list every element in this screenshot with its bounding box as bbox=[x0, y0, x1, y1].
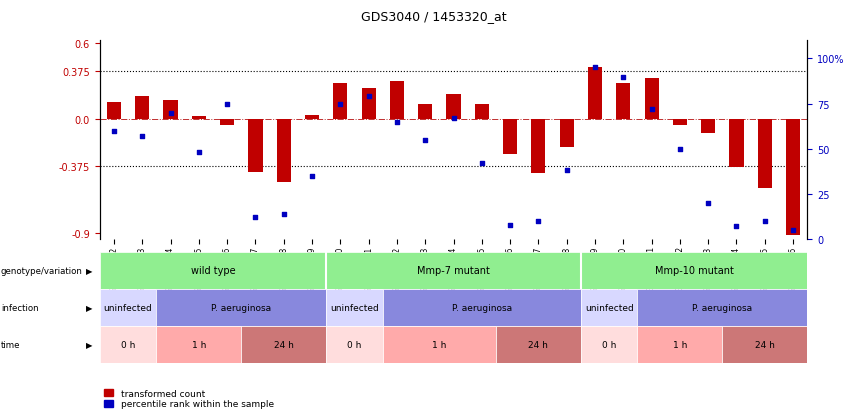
Bar bbox=[701, 120, 715, 133]
Point bbox=[418, 137, 432, 144]
FancyBboxPatch shape bbox=[581, 252, 807, 289]
Text: ▶: ▶ bbox=[86, 340, 93, 349]
FancyBboxPatch shape bbox=[383, 326, 496, 363]
FancyBboxPatch shape bbox=[326, 252, 581, 289]
FancyBboxPatch shape bbox=[100, 252, 326, 289]
Bar bbox=[673, 120, 687, 126]
Point bbox=[673, 146, 687, 153]
Text: GDS3040 / 1453320_at: GDS3040 / 1453320_at bbox=[361, 10, 507, 23]
Point bbox=[277, 211, 291, 218]
Bar bbox=[277, 120, 291, 183]
Point bbox=[729, 223, 743, 230]
Text: wild type: wild type bbox=[191, 266, 235, 275]
Point bbox=[503, 222, 517, 228]
FancyBboxPatch shape bbox=[156, 289, 326, 326]
FancyBboxPatch shape bbox=[241, 326, 326, 363]
Text: P. aeruginosa: P. aeruginosa bbox=[211, 303, 272, 312]
Point bbox=[220, 101, 234, 108]
Point bbox=[107, 128, 121, 135]
Point bbox=[446, 116, 460, 122]
Legend: transformed count, percentile rank within the sample: transformed count, percentile rank withi… bbox=[104, 389, 273, 408]
FancyBboxPatch shape bbox=[581, 326, 637, 363]
Point bbox=[786, 227, 800, 234]
Text: 0 h: 0 h bbox=[121, 340, 135, 349]
Point bbox=[645, 107, 659, 113]
FancyBboxPatch shape bbox=[100, 289, 156, 326]
Point bbox=[362, 94, 376, 100]
Text: uninfected: uninfected bbox=[104, 303, 153, 312]
Text: ▶: ▶ bbox=[86, 303, 93, 312]
Text: Mmp-10 mutant: Mmp-10 mutant bbox=[654, 266, 733, 275]
FancyBboxPatch shape bbox=[581, 289, 637, 326]
Text: 24 h: 24 h bbox=[529, 340, 549, 349]
Bar bbox=[418, 104, 432, 120]
Point bbox=[616, 74, 630, 81]
FancyBboxPatch shape bbox=[496, 326, 581, 363]
Text: uninfected: uninfected bbox=[585, 303, 634, 312]
Text: 24 h: 24 h bbox=[755, 340, 775, 349]
Bar bbox=[135, 97, 149, 120]
Point bbox=[701, 200, 715, 207]
Bar bbox=[248, 120, 262, 173]
Bar bbox=[758, 120, 772, 189]
Text: 1 h: 1 h bbox=[432, 340, 446, 349]
Point bbox=[248, 215, 262, 221]
Bar bbox=[446, 94, 461, 120]
Text: time: time bbox=[1, 340, 20, 349]
FancyBboxPatch shape bbox=[722, 326, 807, 363]
Bar bbox=[362, 89, 376, 120]
Bar bbox=[333, 84, 347, 120]
Text: P. aeruginosa: P. aeruginosa bbox=[693, 303, 753, 312]
Point bbox=[135, 133, 149, 140]
Text: infection: infection bbox=[1, 303, 38, 312]
FancyBboxPatch shape bbox=[326, 326, 383, 363]
Bar bbox=[390, 82, 404, 120]
FancyBboxPatch shape bbox=[100, 326, 156, 363]
Point bbox=[192, 150, 206, 157]
FancyBboxPatch shape bbox=[637, 289, 807, 326]
FancyBboxPatch shape bbox=[637, 326, 722, 363]
Bar bbox=[475, 104, 489, 120]
Point bbox=[333, 101, 347, 108]
Bar bbox=[729, 120, 744, 168]
Text: P. aeruginosa: P. aeruginosa bbox=[451, 303, 512, 312]
Point bbox=[305, 173, 319, 180]
Bar bbox=[220, 120, 234, 126]
Bar bbox=[616, 84, 630, 120]
Point bbox=[758, 218, 772, 225]
Point bbox=[531, 218, 545, 225]
Bar bbox=[531, 120, 545, 174]
Text: 0 h: 0 h bbox=[602, 340, 616, 349]
Text: genotype/variation: genotype/variation bbox=[1, 266, 82, 275]
Point bbox=[163, 110, 177, 117]
FancyBboxPatch shape bbox=[156, 326, 241, 363]
Bar bbox=[192, 117, 206, 120]
Point bbox=[475, 161, 489, 167]
Point bbox=[560, 168, 574, 174]
Point bbox=[390, 119, 404, 126]
Bar bbox=[786, 120, 800, 236]
Bar bbox=[107, 103, 121, 120]
Bar bbox=[588, 68, 602, 120]
Point bbox=[588, 65, 602, 71]
Bar bbox=[560, 120, 574, 147]
Text: Mmp-7 mutant: Mmp-7 mutant bbox=[418, 266, 490, 275]
Text: 0 h: 0 h bbox=[347, 340, 362, 349]
Bar bbox=[305, 116, 319, 120]
Text: 24 h: 24 h bbox=[273, 340, 293, 349]
Text: uninfected: uninfected bbox=[330, 303, 378, 312]
Text: 1 h: 1 h bbox=[192, 340, 206, 349]
Text: ▶: ▶ bbox=[86, 266, 93, 275]
FancyBboxPatch shape bbox=[326, 289, 383, 326]
Bar bbox=[645, 79, 659, 120]
Bar bbox=[503, 120, 517, 155]
Text: 1 h: 1 h bbox=[673, 340, 687, 349]
Bar bbox=[163, 101, 178, 120]
FancyBboxPatch shape bbox=[383, 289, 581, 326]
